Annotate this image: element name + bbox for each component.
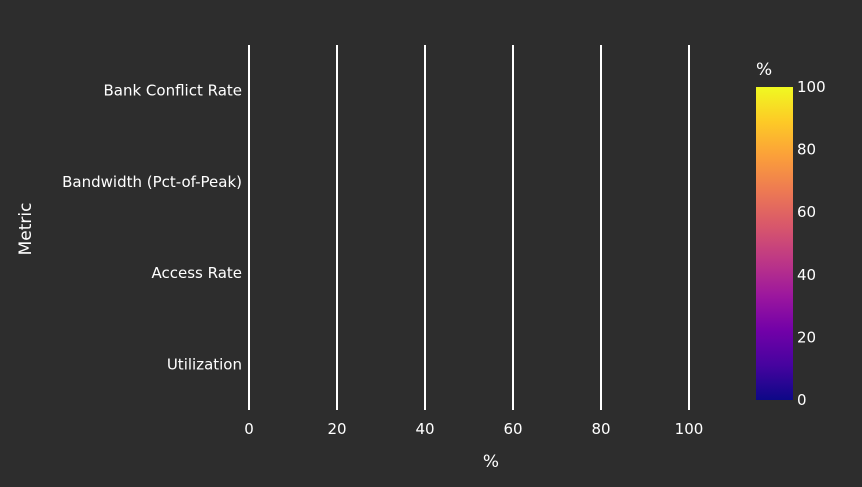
colorbar-tick-label: 80 <box>797 141 816 159</box>
y-tick-label: Utilization <box>167 355 242 373</box>
colorbar-tick-labels: 0 20 40 60 80 100 <box>797 78 826 409</box>
x-tick-label: 0 <box>244 420 254 438</box>
x-tick-label: 40 <box>415 420 434 438</box>
colorbar-tick-label: 100 <box>797 78 826 96</box>
colorbar-tick-label: 60 <box>797 203 816 221</box>
x-tick-label: 80 <box>591 420 610 438</box>
y-tick-label: Bandwidth (Pct-of-Peak) <box>62 173 242 191</box>
y-axis-title: Metric <box>16 203 36 256</box>
y-tick-labels: Bank Conflict Rate Bandwidth (Pct-of-Peak… <box>62 82 242 374</box>
grid-lines <box>248 45 690 410</box>
colorbar-tick-label: 40 <box>797 266 816 284</box>
x-tick-labels: 0 20 40 60 80 100 <box>244 420 703 438</box>
x-axis-title: % <box>483 452 499 472</box>
y-tick-label: Access Rate <box>151 264 242 282</box>
colorbar-tick-label: 20 <box>797 328 816 346</box>
x-tick-label: 20 <box>327 420 346 438</box>
colorbar-gradient <box>756 87 793 400</box>
x-tick-label: 60 <box>503 420 522 438</box>
colorbar: % 0 20 40 60 80 100 <box>756 60 826 409</box>
colorbar-title: % <box>756 60 772 80</box>
y-tick-label: Bank Conflict Rate <box>103 82 242 100</box>
x-tick-label: 100 <box>675 420 704 438</box>
colorbar-tick-label: 0 <box>797 391 807 409</box>
